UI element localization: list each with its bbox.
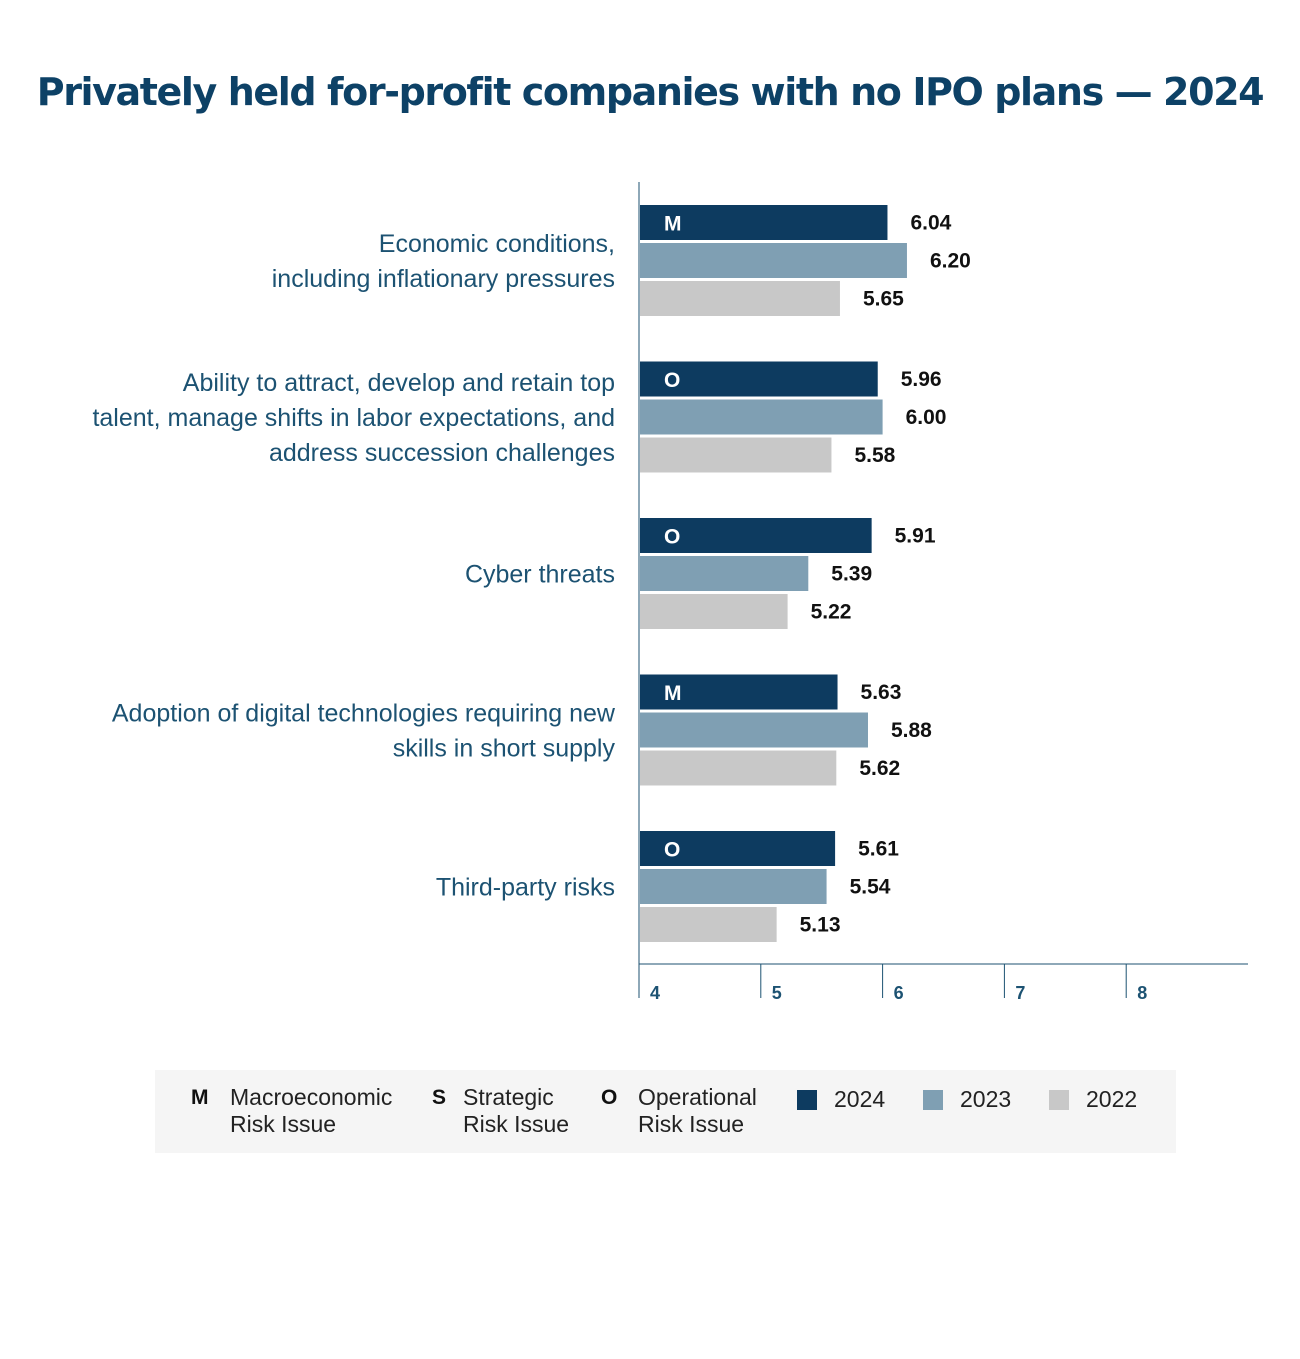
legend-text-line1: Strategic xyxy=(463,1084,554,1110)
value-label: 5.54 xyxy=(850,876,891,899)
bar-2023 xyxy=(640,556,809,591)
bar-2024 xyxy=(640,361,878,397)
bar-2024 xyxy=(640,205,888,240)
category-label: Adoption of digital technologies requiri… xyxy=(112,700,616,728)
x-tick-label: 6 xyxy=(894,983,904,1003)
risk-code-label: M xyxy=(664,682,682,705)
legend-swatch-2022 xyxy=(1049,1090,1069,1110)
bar-2022 xyxy=(640,594,788,629)
legend-year-2024: 2024 xyxy=(834,1086,886,1112)
value-label: 6.20 xyxy=(930,250,971,273)
bar-2022 xyxy=(640,750,837,786)
category-label: talent, manage shifts in labor expectati… xyxy=(92,404,615,432)
value-label: 5.22 xyxy=(811,601,852,624)
value-label: 5.39 xyxy=(831,563,872,586)
value-label: 5.91 xyxy=(895,525,936,548)
legend-text-line1: Operational xyxy=(638,1084,757,1110)
risk-code-label: O xyxy=(664,839,680,862)
legend-code-strategic: S xyxy=(432,1086,447,1109)
legend-text-operational: Operational Risk Issue xyxy=(638,1084,757,1138)
legend-swatch-2023 xyxy=(923,1090,943,1110)
bar-2023 xyxy=(640,869,827,904)
value-label: 6.00 xyxy=(906,406,947,429)
x-tick-label: 5 xyxy=(772,983,782,1003)
value-label: 5.65 xyxy=(863,288,904,311)
value-label: 5.61 xyxy=(858,838,899,861)
bar-2023 xyxy=(640,243,907,278)
x-tick-label: 8 xyxy=(1137,983,1147,1003)
bar-2024 xyxy=(640,518,872,553)
bar-2023 xyxy=(640,399,883,435)
legend-text-macroeconomic: Macroeconomic Risk Issue xyxy=(230,1084,392,1138)
legend-text-line2: Risk Issue xyxy=(463,1111,570,1137)
bar-2022 xyxy=(640,281,840,316)
value-label: 5.58 xyxy=(854,444,895,467)
category-label: skills in short supply xyxy=(393,735,616,763)
bar-chart: 4 5 6 7 8 Economic conditions, including infla… xyxy=(92,182,1248,1003)
category-label: address succession challenges xyxy=(269,439,615,467)
legend-text-line1: Macroeconomic xyxy=(230,1084,393,1110)
category-label: Cyber threats xyxy=(465,561,615,589)
bar-2023 xyxy=(640,712,868,748)
legend-swatch-2024 xyxy=(797,1090,817,1110)
legend-year-2023: 2023 xyxy=(960,1086,1012,1112)
legend-text-line2: Risk Issue xyxy=(638,1111,745,1137)
category-label: Third-party risks xyxy=(436,874,615,902)
legend-code-operational: O xyxy=(601,1086,618,1109)
bar-2022 xyxy=(640,437,832,473)
legend-text-line2: Risk Issue xyxy=(230,1111,337,1137)
value-label: 5.96 xyxy=(901,368,942,391)
bar-2024 xyxy=(640,831,836,866)
value-label: 5.13 xyxy=(800,914,841,937)
legend-year-2022: 2022 xyxy=(1086,1086,1138,1112)
legend: M Macroeconomic Risk Issue S Strategic Ris… xyxy=(155,1070,1176,1153)
legend-text-strategic: Strategic Risk Issue xyxy=(463,1084,569,1138)
chart-title: Privately held for-profit companies with… xyxy=(36,70,1265,114)
category-label: Ability to attract, develop and retain t… xyxy=(183,369,615,397)
bar-2022 xyxy=(640,907,777,942)
x-tick-label: 7 xyxy=(1015,983,1025,1003)
x-tick-label: 4 xyxy=(650,983,660,1003)
risk-code-label: O xyxy=(664,369,680,392)
risk-code-label: M xyxy=(664,213,682,236)
risk-code-label: O xyxy=(664,526,680,549)
category-label: Economic conditions, xyxy=(379,230,615,258)
value-label: 5.62 xyxy=(859,757,900,780)
legend-code-macroeconomic: M xyxy=(191,1086,209,1109)
value-label: 5.63 xyxy=(861,681,902,704)
bar-2024 xyxy=(640,674,838,710)
category-label: including inflationary pressures xyxy=(272,265,615,293)
value-label: 6.04 xyxy=(910,212,951,235)
value-label: 5.88 xyxy=(891,719,932,742)
